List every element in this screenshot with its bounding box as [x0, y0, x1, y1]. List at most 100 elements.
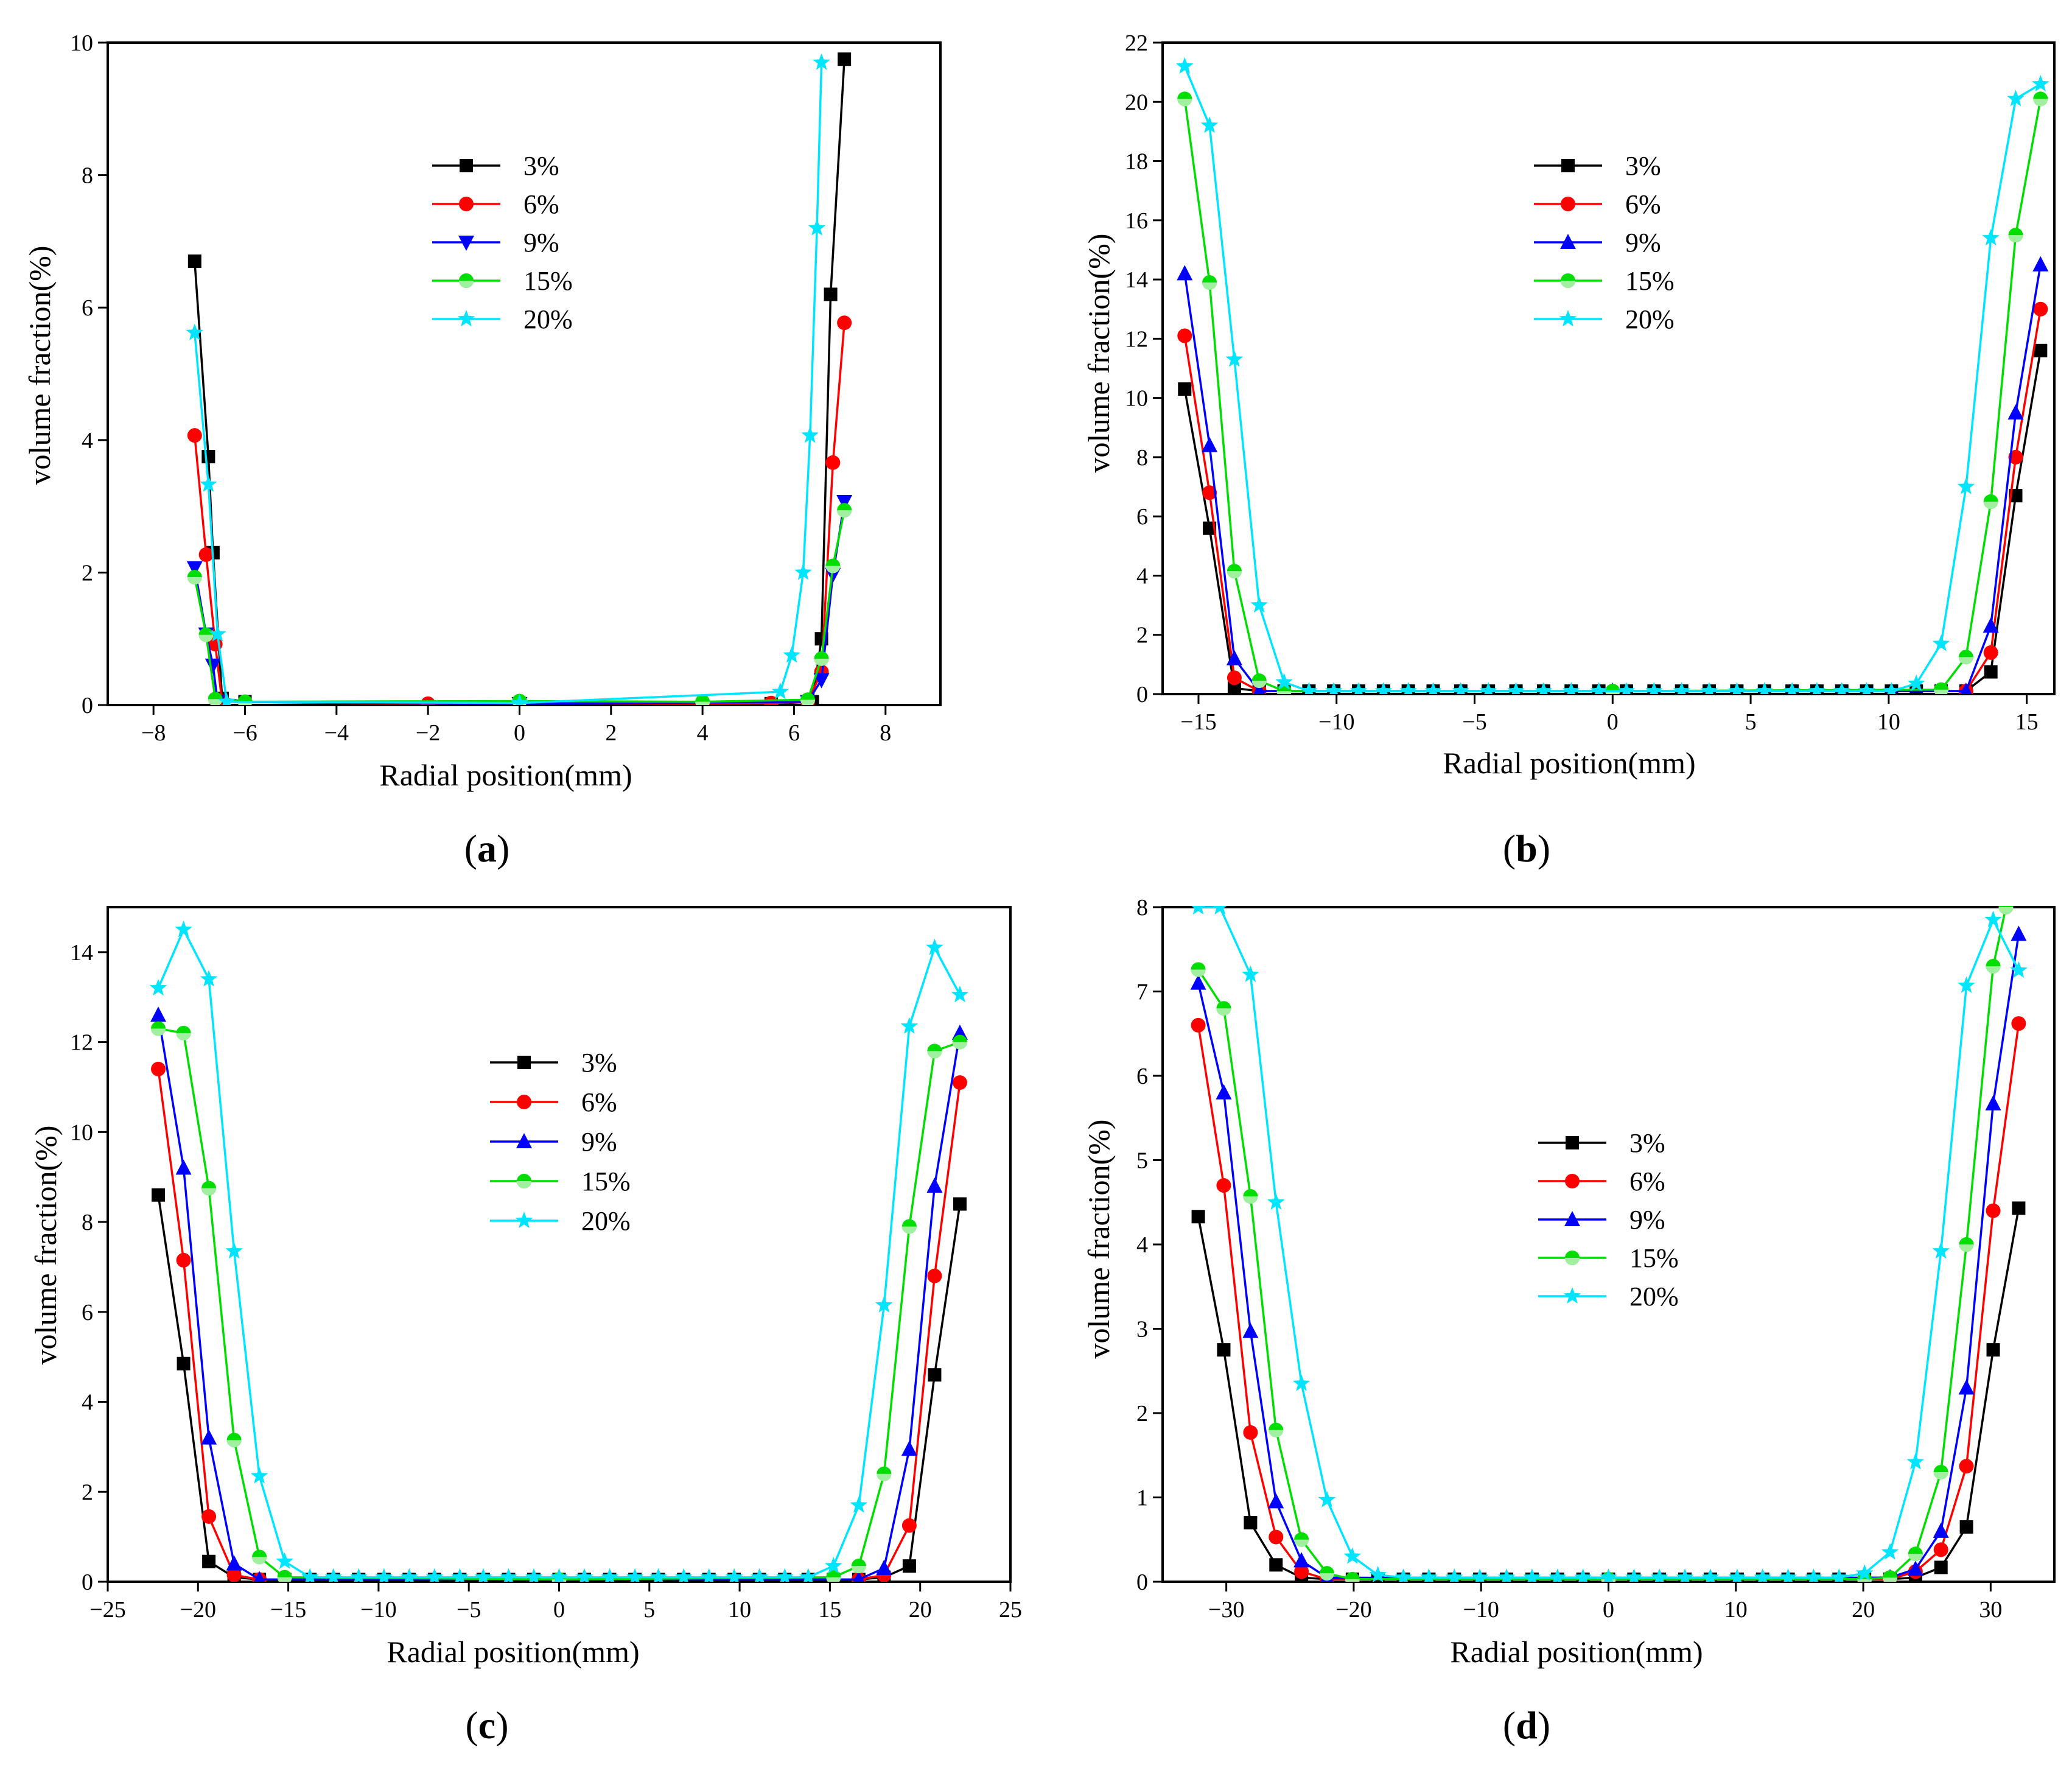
y-tick-label: 8	[82, 1210, 93, 1235]
data-point	[1177, 265, 1193, 281]
y-axis-label: volume fraction(%)	[29, 1126, 63, 1365]
x-tick-label: 10	[1877, 709, 1900, 735]
data-point	[799, 1568, 817, 1582]
data-point	[1957, 477, 1975, 494]
data-point	[674, 1568, 693, 1582]
legend-marker-half	[517, 1181, 531, 1188]
data-point	[1549, 1568, 1567, 1582]
data-point	[1318, 1490, 1336, 1507]
data-point	[1650, 1568, 1668, 1582]
legend-item: 20%	[1534, 304, 1675, 334]
data-point	[1985, 1095, 2001, 1111]
y-tick-label: 6	[1136, 504, 1148, 530]
data-point	[725, 1568, 743, 1582]
data-point	[800, 692, 816, 705]
legend-item: 9%	[490, 1127, 617, 1157]
data-point	[1958, 976, 1975, 993]
data-point	[825, 1557, 842, 1574]
chart-panel-c: volume fraction(%) Radial position(mm) (…	[29, 906, 1022, 1747]
y-tick-label: 4	[82, 1390, 93, 1416]
series-15pct	[187, 503, 852, 705]
data-point	[1933, 1542, 1948, 1557]
data-point	[177, 1356, 191, 1370]
series-6pct	[151, 1061, 967, 1582]
x-axis-label: Radial position(mm)	[1450, 1635, 1703, 1669]
data-point	[926, 938, 943, 955]
series-20pct	[1176, 57, 2049, 694]
data-point	[1349, 682, 1368, 694]
panel-caption-letter: c	[478, 1704, 495, 1747]
chart-panel-a: volume fraction(%) Radial position(mm) (…	[23, 30, 942, 870]
data-point	[201, 1509, 217, 1524]
data-point	[1178, 382, 1192, 396]
series-3pct	[187, 52, 852, 705]
data-point	[1202, 437, 1218, 452]
data-point	[186, 561, 203, 577]
data-point	[875, 1296, 893, 1313]
y-tick-label: 6	[82, 295, 93, 321]
data-point	[2034, 343, 2048, 357]
data-point	[175, 1159, 192, 1175]
legend-marker	[457, 310, 475, 327]
series-9pct	[1177, 256, 2049, 694]
data-point	[1805, 1568, 1822, 1582]
data-point	[1268, 1493, 1284, 1509]
data-point	[1227, 564, 1242, 579]
data-point	[1242, 965, 1259, 982]
y-tick-label: 8	[1136, 445, 1148, 471]
data-point	[1191, 1210, 1205, 1224]
x-tick-label: −30	[1208, 1597, 1244, 1623]
data-point	[1700, 682, 1718, 694]
series-line	[1197, 1208, 2020, 1581]
panel-caption: (b)	[1503, 827, 1550, 870]
data-point	[902, 1559, 916, 1573]
series-20pct	[149, 920, 969, 1582]
legend-marker-half	[459, 281, 474, 288]
plot-frame	[1161, 906, 2056, 1583]
y-tick-label: 5	[1136, 1148, 1148, 1174]
data-point-half	[851, 1566, 866, 1574]
y-tick-label: 18	[1125, 149, 1148, 175]
legend-item: 20%	[1538, 1282, 1679, 1311]
legend-label: 9%	[581, 1127, 617, 1157]
data-point-half	[1345, 1579, 1360, 1582]
y-tick-label: 1	[1136, 1486, 1148, 1511]
legend-label: 3%	[1625, 151, 1661, 181]
data-point	[1345, 1571, 1360, 1582]
series-3pct	[1178, 343, 2048, 694]
x-tick-label: 20	[909, 1597, 932, 1623]
x-tick-label: 10	[728, 1597, 751, 1623]
data-point	[1855, 1564, 1874, 1581]
legend-marker	[1564, 1211, 1580, 1226]
data-point-half	[1908, 1554, 1923, 1562]
data-point	[1343, 1547, 1362, 1564]
data-point-half	[877, 1473, 892, 1481]
data-point	[2008, 449, 2023, 465]
legend-marker	[459, 273, 474, 288]
data-point-half	[901, 1226, 917, 1234]
data-point	[525, 1568, 543, 1582]
data-point	[837, 315, 852, 331]
data-point	[1932, 634, 1950, 651]
data-point	[1399, 682, 1417, 694]
data-point	[1250, 596, 1268, 613]
legend-marker	[517, 1174, 531, 1188]
legend-item: 15%	[490, 1167, 631, 1196]
data-point	[838, 52, 852, 66]
y-tick-label: 14	[1125, 267, 1148, 293]
data-point	[1523, 1568, 1541, 1582]
data-point	[1242, 1322, 1259, 1338]
data-point	[649, 1568, 667, 1582]
series-line	[1183, 99, 2042, 692]
y-tick-label: 3	[1136, 1317, 1148, 1342]
data-point	[226, 1433, 242, 1448]
data-point-half	[825, 566, 841, 574]
y-tick-label: 16	[1125, 208, 1148, 234]
legend-marker	[1565, 1174, 1580, 1188]
legend-label: 3%	[1629, 1128, 1665, 1158]
series-line	[194, 323, 845, 705]
legend-label: 6%	[1629, 1167, 1665, 1196]
data-point	[1883, 682, 1900, 694]
legend-marker	[1559, 310, 1577, 327]
